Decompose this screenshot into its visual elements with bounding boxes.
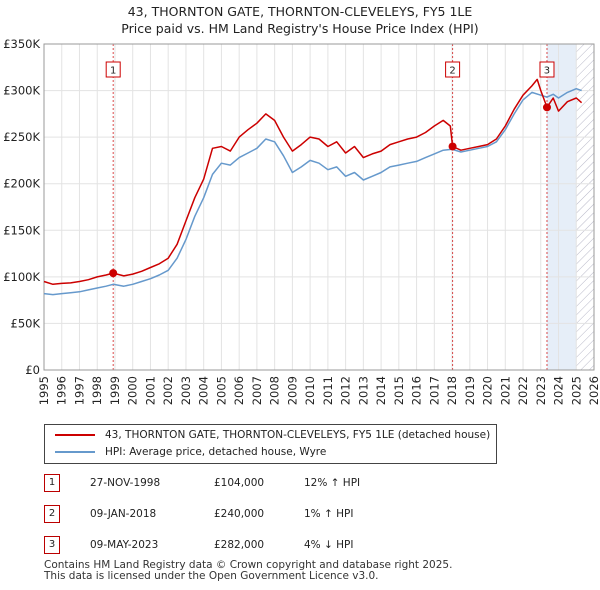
- x-tick-label: 2012: [339, 376, 353, 405]
- y-tick-label: £300K: [3, 84, 40, 98]
- x-tick-label: 2006: [232, 376, 246, 405]
- x-tick-label: 2013: [356, 376, 370, 405]
- sale-highlight-band: [546, 44, 577, 370]
- transaction-hpi-diff: 1% ↑ HPI: [304, 508, 354, 520]
- x-tick-label: 2026: [587, 376, 600, 405]
- x-tick-label: 2015: [392, 376, 406, 405]
- transaction-price: £104,000: [214, 477, 265, 489]
- price-chart: £0 £50K £100K £150K £200K £250K £300K £350K 1995…: [3, 37, 600, 405]
- x-tick-label: 2010: [303, 376, 317, 405]
- transaction-price: £282,000: [214, 539, 265, 551]
- sale-number-badge: [105, 61, 121, 78]
- chart-subtitle: Price paid vs. HM Land Registry's House …: [121, 21, 479, 36]
- x-tick-label: 2002: [161, 376, 175, 405]
- x-tick-label: 2003: [179, 376, 193, 405]
- x-tick-label: 2000: [126, 376, 140, 405]
- y-tick-label: £50K: [11, 316, 41, 330]
- sale-point: [109, 269, 118, 278]
- sale-number-badge: [539, 61, 555, 78]
- x-tick-label: 2018: [445, 376, 459, 405]
- footer-licence: This data is licensed under the Open Gov…: [44, 570, 379, 582]
- x-tick-label: 1995: [37, 376, 51, 405]
- x-tick-label: 2001: [143, 376, 157, 405]
- transaction-number-badge: 1: [44, 474, 60, 492]
- x-tick-label: 2021: [498, 376, 512, 405]
- x-tick-label: 2020: [481, 376, 495, 405]
- transaction-price: £240,000: [214, 508, 265, 520]
- sale-point: [448, 142, 457, 151]
- x-tick-label: 1997: [72, 376, 86, 405]
- legend-label-hpi: HPI: Average price, detached house, Wyre: [105, 446, 327, 458]
- x-tick-label: 1998: [90, 376, 104, 405]
- hpi-line: [43, 87, 582, 296]
- transaction-number-badge: 3: [44, 536, 60, 554]
- y-tick-label: £250K: [3, 130, 40, 144]
- transaction-date: 09-MAY-2023: [90, 539, 159, 551]
- chart-title: 43, THORNTON GATE, THORNTON-CLEVELEYS, F…: [127, 4, 473, 19]
- x-tick-label: 2009: [285, 376, 299, 405]
- y-tick-label: £100K: [3, 270, 40, 284]
- sale-number-label: 3: [544, 66, 550, 77]
- y-tick-label: £0: [25, 363, 40, 377]
- plot-frame: [43, 43, 595, 371]
- y-tick-label: £150K: [3, 223, 40, 237]
- x-tick-label: 2017: [427, 376, 441, 405]
- sale-number-badge: [445, 61, 461, 78]
- legend-label-property: 43, THORNTON GATE, THORNTON-CLEVELEYS, F…: [105, 429, 491, 441]
- plot-area: [44, 44, 594, 370]
- x-tick-label: 2011: [321, 376, 335, 405]
- legend-item-hpi: HPI: Average price, detached house, Wyre: [55, 444, 326, 460]
- footer-copyright: Contains HM Land Registry data © Crown c…: [44, 559, 453, 571]
- x-tick-label: 2014: [374, 376, 388, 405]
- sale-number-label: 2: [449, 66, 455, 77]
- x-tick-label: 2016: [410, 376, 424, 405]
- x-tick-label: 2022: [516, 376, 530, 405]
- property-price-line: [43, 78, 583, 286]
- x-tick-label: 2019: [463, 376, 477, 405]
- footer-attribution: Contains HM Land Registry data © Crown c…: [44, 560, 452, 582]
- x-tick-label: 2024: [552, 376, 566, 405]
- x-tick-label: 1999: [108, 376, 122, 405]
- x-tick-label: 1996: [55, 376, 69, 405]
- transaction-date: 27-NOV-1998: [90, 477, 161, 489]
- x-tick-label: 2023: [534, 376, 548, 405]
- legend-item-property: 43, THORNTON GATE, THORNTON-CLEVELEYS, F…: [55, 427, 490, 443]
- x-tick-label: 2007: [250, 376, 264, 405]
- transaction-hpi-diff: 4% ↓ HPI: [304, 539, 354, 551]
- legend-swatch-hpi: [55, 451, 95, 453]
- sale-number-label: 1: [110, 66, 116, 77]
- x-tick-label: 2004: [197, 376, 211, 405]
- y-tick-label: £200K: [3, 177, 40, 191]
- x-tick-label: 2008: [268, 376, 282, 405]
- legend-swatch-property: [55, 434, 95, 436]
- x-tick-label: 2025: [569, 376, 583, 405]
- x-tick-label: 2005: [214, 376, 228, 405]
- y-tick-label: £350K: [3, 37, 40, 51]
- transaction-number-badge: 2: [44, 505, 60, 523]
- transaction-hpi-diff: 12% ↑ HPI: [304, 477, 361, 489]
- chart-legend: 43, THORNTON GATE, THORNTON-CLEVELEYS, F…: [44, 424, 497, 464]
- sale-point: [542, 103, 551, 112]
- transaction-date: 09-JAN-2018: [90, 508, 157, 520]
- projection-hatch-band: [576, 44, 594, 370]
